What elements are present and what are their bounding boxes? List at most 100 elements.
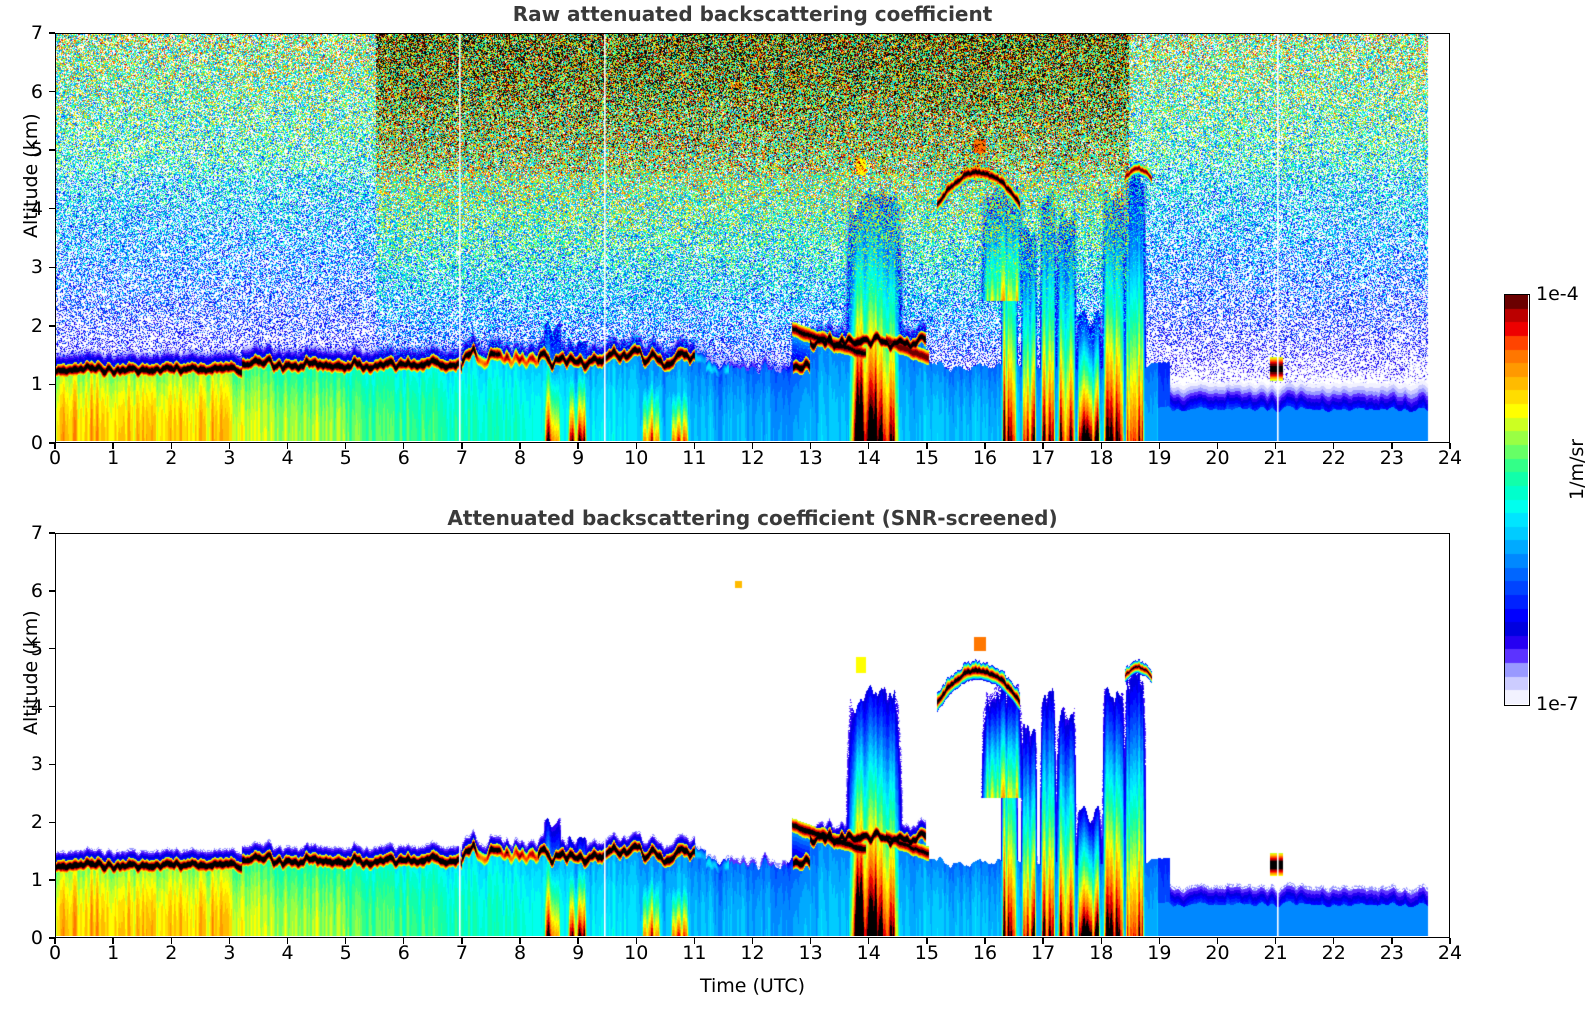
y-tick-label-screened-4: 4	[30, 695, 43, 718]
y-tick-screened-7	[49, 532, 55, 534]
x-tick-screened-1	[112, 938, 114, 944]
x-tick-screened-0	[54, 938, 56, 944]
x-tick-raw-4	[286, 443, 289, 449]
x-tick-screened-19	[1158, 938, 1161, 944]
x-tick-raw-18	[1100, 443, 1102, 449]
y-tick-label-raw-2: 2	[30, 314, 43, 337]
x-tick-label-screened-4: 4	[281, 942, 294, 964]
x-tick-raw-10	[635, 443, 637, 449]
x-tick-raw-8	[519, 443, 521, 449]
x-tick-raw-19	[1158, 443, 1161, 449]
x-tick-raw-6	[403, 443, 405, 449]
plot-area-raw[interactable]	[55, 33, 1450, 443]
y-tick-label-raw-3: 3	[30, 256, 43, 279]
x-tick-label-screened-19: 19	[1147, 942, 1172, 964]
x-tick-raw-16	[984, 443, 986, 449]
x-tick-label-raw-4: 4	[281, 447, 294, 469]
y-tick-label-screened-3: 3	[30, 753, 43, 776]
x-tick-screened-5	[344, 938, 347, 944]
x-tick-raw-7	[461, 443, 463, 449]
x-tick-label-screened-17: 17	[1031, 942, 1056, 964]
y-tick-raw-5	[49, 149, 55, 151]
x-tick-raw-14	[868, 443, 870, 449]
y-tick-raw-1	[49, 383, 55, 386]
x-tick-label-screened-10: 10	[624, 942, 649, 964]
x-tick-label-raw-10: 10	[624, 447, 649, 469]
x-tick-screened-8	[519, 938, 521, 944]
x-tick-screened-15	[926, 938, 928, 944]
x-tick-label-raw-5: 5	[339, 447, 352, 469]
x-tick-label-screened-15: 15	[914, 942, 939, 964]
x-tick-label-screened-20: 20	[1205, 942, 1230, 964]
x-tick-screened-22	[1333, 938, 1335, 944]
x-tick-screened-10	[635, 938, 637, 944]
y-tick-screened-3	[49, 763, 55, 766]
x-tick-screened-9	[577, 938, 579, 944]
x-tick-label-raw-20: 20	[1205, 447, 1230, 469]
x-tick-raw-5	[344, 443, 347, 449]
x-tick-label-screened-0: 0	[48, 942, 62, 964]
x-tick-raw-24	[1449, 443, 1451, 449]
x-tick-label-raw-15: 15	[914, 447, 939, 469]
x-tick-screened-11	[693, 938, 696, 944]
x-tick-label-raw-0: 0	[48, 447, 62, 469]
x-tick-label-screened-14: 14	[856, 942, 881, 964]
y-tick-label-raw-1: 1	[30, 373, 43, 396]
y-tick-screened-1	[49, 879, 55, 881]
x-tick-label-screened-18: 18	[1089, 942, 1114, 964]
x-tick-label-screened-3: 3	[223, 942, 236, 964]
y-tick-label-screened-0: 0	[30, 927, 43, 949]
x-tick-label-raw-22: 22	[1321, 447, 1346, 469]
x-tick-label-raw-19: 19	[1147, 447, 1172, 469]
x-tick-screened-21	[1274, 938, 1277, 944]
y-tick-label-raw-7: 7	[30, 22, 43, 44]
x-tick-label-screened-5: 5	[339, 942, 352, 964]
colorbar-gradient	[1505, 295, 1528, 704]
y-tick-raw-3	[49, 266, 55, 268]
y-tick-label-screened-5: 5	[30, 637, 43, 660]
x-tick-label-raw-3: 3	[223, 447, 236, 469]
x-tick-raw-11	[693, 443, 696, 449]
x-tick-screened-20	[1216, 938, 1219, 944]
x-tick-label-raw-16: 16	[972, 447, 998, 469]
x-tick-label-screened-7: 7	[455, 942, 468, 964]
y-tick-screened-5	[49, 648, 55, 650]
x-tick-label-raw-8: 8	[513, 447, 527, 469]
x-tick-screened-6	[403, 938, 405, 944]
y-tick-screened-6	[49, 590, 55, 592]
y-tick-screened-4	[49, 705, 55, 708]
x-tick-raw-23	[1391, 443, 1393, 449]
y-tick-screened-2	[49, 821, 55, 823]
x-tick-label-screened-23: 23	[1379, 942, 1404, 964]
x-tick-label-raw-2: 2	[165, 447, 178, 469]
x-tick-label-screened-22: 22	[1321, 942, 1346, 964]
y-tick-label-screened-6: 6	[30, 579, 43, 602]
y-tick-raw-7	[49, 32, 55, 34]
x-tick-raw-0	[54, 443, 56, 449]
y-tick-label-raw-4: 4	[30, 197, 43, 220]
plot-area-screened[interactable]	[55, 533, 1450, 938]
x-tick-label-raw-1: 1	[107, 447, 120, 469]
y-tick-label-screened-1: 1	[30, 869, 43, 892]
x-tick-screened-3	[228, 938, 231, 944]
colorbar[interactable]	[1504, 294, 1530, 706]
y-tick-raw-4	[49, 208, 55, 210]
x-tick-raw-15	[926, 443, 928, 449]
x-tick-screened-18	[1100, 938, 1102, 944]
x-tick-label-screened-13: 13	[798, 942, 823, 964]
colorbar-min-label: 1e-7	[1536, 693, 1579, 715]
x-tick-label-raw-21: 21	[1263, 447, 1288, 469]
x-tick-label-screened-9: 9	[572, 942, 585, 964]
x-tick-label-screened-8: 8	[513, 942, 527, 964]
heatmap-raw	[56, 34, 1448, 441]
x-tick-raw-9	[577, 443, 579, 449]
x-tick-raw-1	[112, 443, 114, 449]
x-tick-label-raw-9: 9	[572, 447, 585, 469]
x-tick-screened-23	[1391, 938, 1393, 944]
x-tick-raw-12	[751, 443, 754, 449]
x-tick-raw-21	[1274, 443, 1277, 449]
y-tick-raw-6	[49, 90, 55, 93]
x-tick-raw-13	[809, 443, 812, 449]
x-tick-label-raw-11: 11	[682, 447, 707, 469]
x-tick-raw-20	[1216, 443, 1219, 449]
